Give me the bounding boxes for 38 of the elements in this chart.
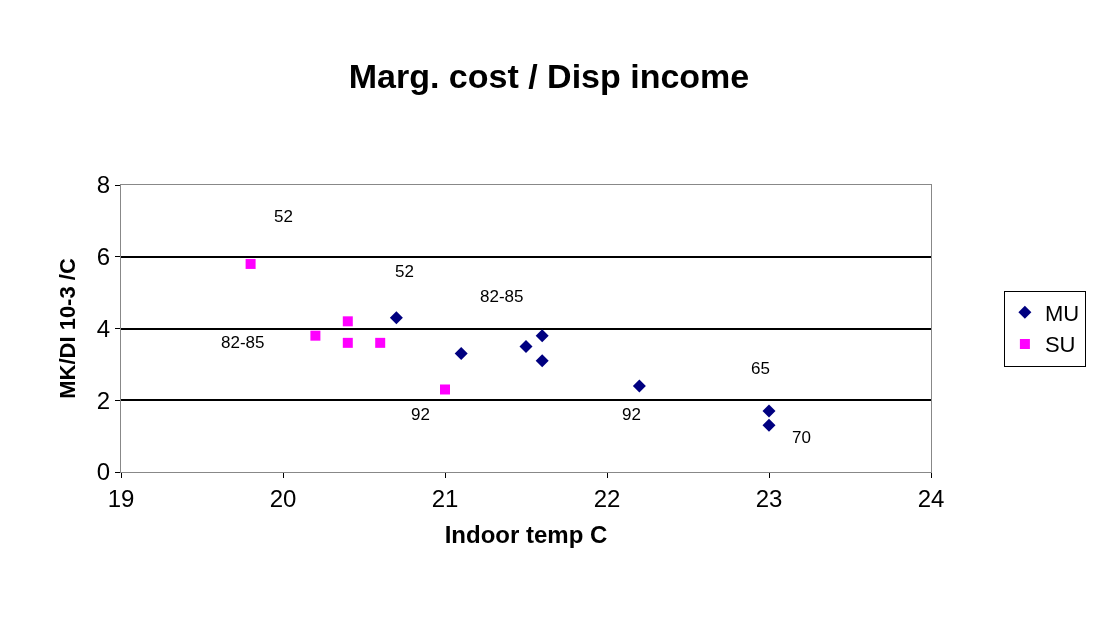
annotation: 82-85: [221, 333, 265, 352]
point: [535, 354, 549, 368]
y-tick-label: 8: [96, 171, 111, 199]
annotation: 65: [751, 359, 770, 378]
point: [342, 316, 353, 327]
x-tick-label: 20: [269, 484, 297, 512]
y-tick-label: 2: [96, 386, 111, 414]
point: [310, 330, 321, 341]
point: [762, 404, 776, 418]
annotation: 52: [395, 262, 414, 281]
legend-label: MU: [1044, 300, 1080, 326]
annotation: 92: [622, 405, 641, 424]
chart-title: Marg. cost / Disp income: [348, 57, 750, 96]
x-tick-label: 21: [431, 484, 459, 512]
point: [454, 347, 468, 361]
x-tick-label: 22: [593, 484, 621, 512]
annotation: 82-85: [480, 287, 524, 306]
point: [762, 418, 776, 432]
annotation: 70: [792, 428, 811, 447]
x-tick-label: 24: [917, 484, 945, 512]
point: [519, 339, 533, 353]
annotation: 52: [274, 207, 293, 226]
legend-label: SU: [1044, 332, 1076, 358]
point: [632, 379, 646, 393]
y-tick-label: 4: [96, 314, 111, 342]
point: [389, 311, 403, 325]
y-tick-label: 6: [96, 243, 111, 271]
point: [342, 337, 353, 348]
x-tick-label: 23: [755, 484, 783, 512]
point: [535, 329, 549, 343]
point: [440, 384, 450, 395]
x-axis-title: Indoor temp C: [444, 521, 608, 549]
point: [375, 337, 386, 348]
y-tick-label: 0: [96, 458, 111, 486]
point: [245, 258, 256, 269]
x-tick-label: 19: [107, 484, 135, 512]
annotation: 92: [411, 405, 430, 424]
y-axis-title: MK/DI 10-3 /C: [54, 258, 80, 399]
